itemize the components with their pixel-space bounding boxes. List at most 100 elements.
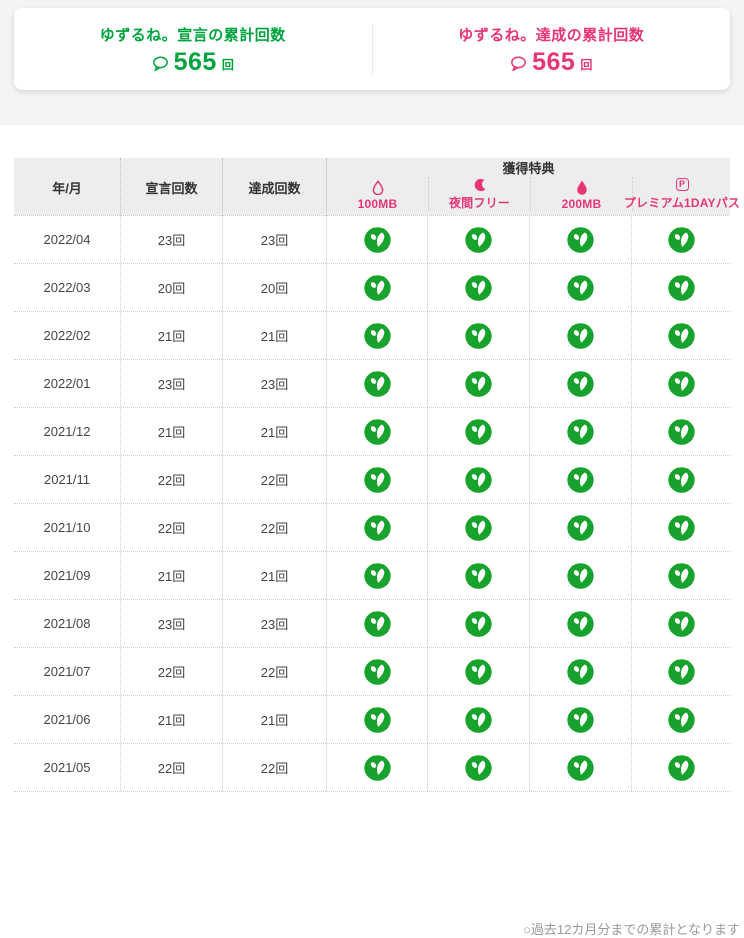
- yuzurune-achieved-icon: [567, 274, 594, 301]
- yuzurune-achieved-icon: [667, 562, 695, 589]
- achieved-count-cell: 23回: [222, 360, 326, 407]
- reward-cell: [631, 264, 730, 311]
- reward-cell: [326, 360, 427, 407]
- yuzurune-achieved-icon: [667, 322, 695, 349]
- yuzurune-achieved-icon: [465, 226, 492, 253]
- declared-count-cell: 21回: [120, 312, 222, 359]
- reward-cell: [529, 600, 631, 647]
- month-cell: 2022/04: [43, 232, 91, 247]
- reward-cell: [529, 696, 631, 743]
- yuzurune-achieved-icon: [465, 610, 492, 637]
- yuzurune-achieved-icon: [363, 562, 391, 589]
- reward-cell: [326, 504, 427, 551]
- reward-cell: [631, 744, 730, 791]
- yuzurune-achieved-icon: [363, 658, 391, 685]
- reward-subheader: 200MB: [530, 177, 632, 211]
- declared-count-cell: 22回: [120, 504, 222, 551]
- month-cell: 2021/12: [43, 424, 91, 439]
- reward-cell: [427, 216, 529, 263]
- card-divider: [371, 24, 373, 74]
- yuzurune-achieved-icon: [567, 418, 594, 445]
- reward-cell: [529, 408, 631, 455]
- month-cell: 2021/08: [43, 616, 91, 631]
- reward-cell: [529, 504, 631, 551]
- declared-count-cell: 21回: [120, 408, 222, 455]
- achieved-count-cell: 21回: [222, 552, 326, 599]
- month-cell: 2021/06: [43, 712, 91, 727]
- reward-cell: [631, 504, 730, 551]
- reward-cell: [427, 360, 529, 407]
- header-rewards-group: 獲得特典 100MB 夜間フリー 200MB P プレミアム1DAYパス: [326, 158, 740, 216]
- table-row: 2021/10 22回 22回: [14, 503, 730, 551]
- declare-total-stat: ゆずるね。宣言の累計回数 565 回: [14, 8, 372, 90]
- table-row: 2021/09 21回 21回: [14, 551, 730, 599]
- reward-subheader-label: 200MB: [561, 197, 602, 211]
- reward-subheader: 100MB: [327, 177, 428, 211]
- summary-card: ゆずるね。宣言の累計回数 565 回 ゆずるね。達成の累計回数 565 回: [14, 8, 730, 90]
- header-achieved-count: 達成回数: [222, 158, 326, 216]
- reward-cell: [326, 408, 427, 455]
- declared-count-cell: 22回: [120, 648, 222, 695]
- declared-count-cell: 22回: [120, 456, 222, 503]
- yuzurune-achieved-icon: [363, 418, 391, 445]
- yuzurune-achieved-icon: [465, 274, 492, 301]
- reward-cell: [326, 312, 427, 359]
- achieved-count-cell: 20回: [222, 264, 326, 311]
- achieved-count-cell: 21回: [222, 408, 326, 455]
- yuzurune-achieved-icon: [363, 514, 391, 541]
- achieve-total-count: 565: [532, 47, 576, 76]
- yuzurune-achieved-icon: [363, 754, 391, 781]
- speech-bubble-icon: [510, 56, 527, 72]
- reward-subheader: P プレミアム1DAYパス: [624, 177, 740, 211]
- reward-cell: [529, 360, 631, 407]
- reward-cell: [529, 216, 631, 263]
- month-cell: 2022/03: [43, 280, 91, 295]
- reward-cell: [427, 648, 529, 695]
- achieved-count-cell: 22回: [222, 504, 326, 551]
- table-row: 2021/07 22回 22回: [14, 647, 730, 695]
- reward-cell: [529, 264, 631, 311]
- reward-cell: [326, 600, 427, 647]
- yuzurune-achieved-icon: [567, 466, 594, 493]
- yuzurune-achieved-icon: [465, 658, 492, 685]
- yuzurune-achieved-icon: [465, 706, 492, 733]
- reward-cell: [529, 456, 631, 503]
- yuzurune-achieved-icon: [465, 370, 492, 397]
- reward-cell: [326, 264, 427, 311]
- yuzurune-achieved-icon: [465, 754, 492, 781]
- yuzurune-achieved-icon: [363, 370, 391, 397]
- reward-subheader-label: 夜間フリー: [448, 196, 510, 210]
- reward-cell: [427, 744, 529, 791]
- speech-bubble-icon: [152, 56, 169, 72]
- month-cell: 2021/07: [43, 664, 91, 679]
- content-area: 年/月 宣言回数 達成回数 獲得特典 100MB 夜間フリー 200MB P プレミアム…: [0, 125, 744, 937]
- footer-note: ○過去12カ月分までの累計となります: [523, 922, 740, 937]
- reward-cell: [529, 312, 631, 359]
- declared-count-cell: 22回: [120, 744, 222, 791]
- reward-cell: [326, 744, 427, 791]
- table-row: 2022/04 23回 23回: [14, 215, 730, 263]
- reward-cell: [326, 456, 427, 503]
- header-declared-count: 宣言回数: [120, 158, 222, 216]
- yuzurune-achieved-icon: [667, 610, 695, 637]
- yuzurune-achieved-icon: [667, 658, 695, 685]
- yuzurune-achieved-icon: [567, 610, 594, 637]
- moon-icon: [473, 177, 487, 192]
- page-header-band: ゆずるね。宣言の累計回数 565 回 ゆずるね。達成の累計回数 565 回: [0, 0, 744, 125]
- month-cell: 2021/05: [43, 760, 91, 775]
- reward-cell: [427, 264, 529, 311]
- header-month: 年/月: [52, 180, 82, 196]
- yuzurune-achieved-icon: [567, 370, 594, 397]
- yuzurune-achieved-icon: [363, 322, 391, 349]
- yuzurune-achieved-icon: [363, 706, 391, 733]
- yuzurune-achieved-icon: [667, 226, 695, 253]
- declare-total-count-row: 565 回: [152, 49, 234, 75]
- reward-cell: [427, 312, 529, 359]
- reward-cell: [631, 600, 730, 647]
- reward-subheader: 夜間フリー: [428, 177, 530, 211]
- rewards-subheaders: 100MB 夜間フリー 200MB P プレミアム1DAYパス: [327, 177, 740, 216]
- yuzurune-achieved-icon: [465, 514, 492, 541]
- reward-cell: [631, 552, 730, 599]
- achieved-count-cell: 23回: [222, 216, 326, 263]
- yuzurune-achieved-icon: [567, 514, 594, 541]
